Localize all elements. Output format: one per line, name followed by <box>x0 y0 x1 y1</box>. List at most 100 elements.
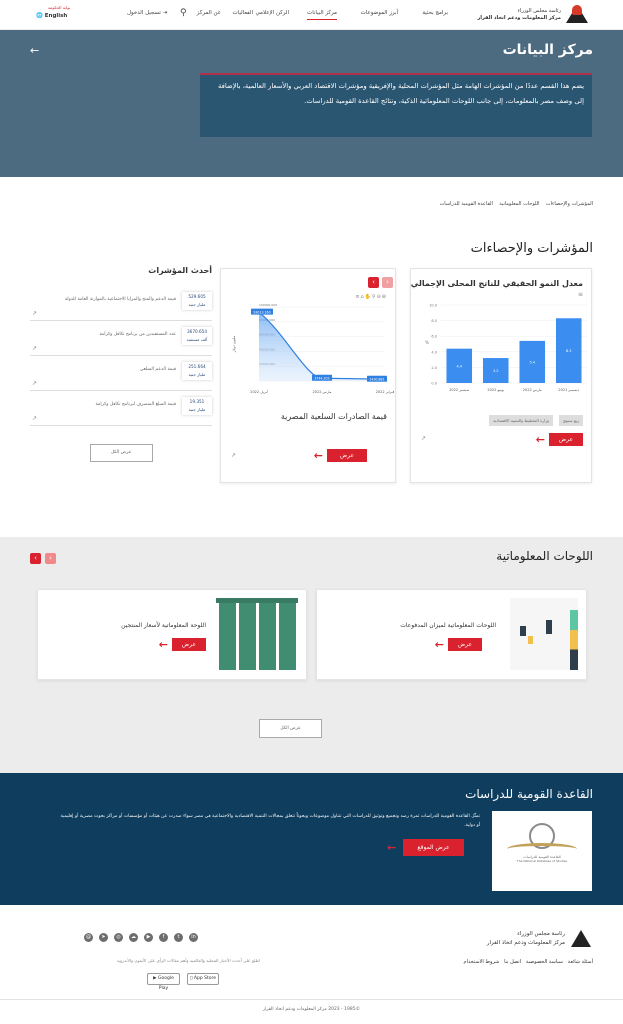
gdp-growth-card: معدل النمو الحقيقي للناتج المحلى الإجمال… <box>410 268 592 483</box>
view-all-button[interactable]: عرض الكل <box>89 444 153 462</box>
share-icon[interactable]: ↗ <box>421 435 427 442</box>
indicator-label: قيمة الدعم السلعي <box>139 367 176 372</box>
link-dashboards[interactable]: اللوحات المعلوماتية <box>499 201 540 207</box>
data-label: 2430.881 <box>369 377 384 381</box>
studies-logo: القاعدة القومية للدراسات The National Da… <box>492 811 592 891</box>
footer-logo-line2: مركز المعلومات ودعم اتخاذ القرار <box>486 940 565 946</box>
data-label: 3744.202 <box>314 376 329 380</box>
latest-indicators: أحدث المؤشرات 529.605 مليار جنيه قيمة الد… <box>30 266 212 462</box>
latest-title: أحدث المؤشرات <box>148 266 212 275</box>
dashboard-card[interactable]: اللوحة المعلوماتية لأسعار المنتجين عرض ← <box>37 589 307 680</box>
exports-card: › ‹ ≡⌂✋⚲⊖⊕ 20000.00040000.00060000.00080… <box>220 268 396 483</box>
language-switch[interactable]: 🌐 English <box>36 13 67 19</box>
indicator-row[interactable]: 3670.654 ألف مستفيد عدد المستفيدين من برن… <box>30 323 212 356</box>
share-icon[interactable]: ↗ <box>32 415 38 422</box>
indicator-value: 251.664 <box>188 364 206 369</box>
indicator-unit: ألف مستفيد <box>186 337 208 342</box>
bar-chart: 0.0 2.0 4.0 6.0 8.0 10.0% 8.3 ديسمبر 2021 5.4 مار… <box>425 304 587 392</box>
back-arrow-icon[interactable]: ← <box>30 44 40 57</box>
instagram-icon[interactable]: ◎ <box>114 933 123 942</box>
login-link[interactable]: تسجيل الدخول ⇥ <box>127 10 167 16</box>
tag-source[interactable]: وزارة التخطيط والتنمية الاقتصادية <box>489 415 553 426</box>
dashboard-card[interactable]: اللوحات المعلوماتية لميزان المدفوعات عرض… <box>316 589 587 680</box>
bar <box>482 358 509 383</box>
nav-events[interactable]: الفعاليات <box>232 10 253 16</box>
telegram-icon[interactable]: ➤ <box>99 933 108 942</box>
gov-portal-link[interactable]: بوابة الحكومة <box>48 5 71 10</box>
next-button[interactable]: › <box>45 553 56 564</box>
footer-faq[interactable]: أسئلة شائعة <box>567 959 593 965</box>
indicator-row[interactable]: 251.664 مليار جنيه قيمة الدعم السلعي ↗ <box>30 358 212 391</box>
nav-topics[interactable]: أبرز الموضوعات <box>360 10 398 16</box>
language-label: English <box>44 13 68 19</box>
tag-frequency[interactable]: ربع سنوي <box>558 415 583 426</box>
view-button[interactable]: عرض <box>549 433 583 446</box>
indicator-unit: مليار جنيه <box>188 407 206 412</box>
x-tick-label: يونيو 2022 <box>487 388 504 392</box>
bar-value-label: 3.2 <box>493 369 499 373</box>
indicator-row[interactable]: 529.605 مليار جنيه قيمة الدعم والمنح والم… <box>30 288 212 321</box>
logo-text-ar: القاعدة القومية للدراسات <box>523 855 561 859</box>
nav-about[interactable]: عن المركز <box>196 10 221 16</box>
search-icon[interactable]: ⚲ <box>180 8 187 18</box>
footer-contact[interactable]: اتصل بنا <box>504 959 522 965</box>
chart-menu-icon[interactable]: ≡ <box>577 291 583 298</box>
chart-title: معدل النمو الحقيقي للناتج المحلى الإجمال… <box>410 279 583 288</box>
indicator-row[interactable]: 19.351 مليار جنيه قيمة المبلغ المنصرف لبر… <box>30 393 212 426</box>
twitter-icon[interactable]: t <box>174 933 183 942</box>
view-all-button[interactable]: عرض الكل <box>259 719 322 738</box>
arrow-left-icon: ← <box>158 638 168 651</box>
page-title: مركز البيانات <box>502 42 593 58</box>
share-icon[interactable]: ↗ <box>32 345 38 352</box>
chart-toolbar-icons[interactable]: ≡⌂✋⚲⊖⊕ <box>355 294 387 300</box>
view-button[interactable]: عرض <box>448 638 482 651</box>
indicator-value-badge: 19.351 مليار جنيه <box>182 397 212 415</box>
footer-links: أسئلة شائعة سياسة الخصوصية اتصل بنا شروط… <box>463 959 593 965</box>
dashboard-thumbnail <box>510 598 578 670</box>
x-tick-label: فبراير 2022 <box>376 390 395 394</box>
play-icon: ▶ <box>153 976 157 981</box>
y-tick-label: 4.0 <box>431 350 437 354</box>
hero-description: يضم هذا القسم عددًا من المؤشرات الهامة م… <box>200 73 592 137</box>
data-label-box <box>251 308 273 315</box>
nav-research[interactable]: برامج بحثية <box>422 10 448 16</box>
logo-line2: مركز المعلومات ودعم اتخاذ القرار <box>477 15 561 21</box>
footer-terms[interactable]: شروط الاستخدام <box>463 959 500 965</box>
login-icon: ⇥ <box>162 10 168 16</box>
share-icon[interactable]: ↗ <box>32 310 38 317</box>
app-store-button[interactable]: ▯ App Store <box>187 973 219 985</box>
link-studies[interactable]: القاعدة القومية للدراسات <box>439 201 493 207</box>
footer-divider <box>0 999 623 1000</box>
bar-value-label: 8.3 <box>566 349 572 353</box>
soundcloud-icon[interactable]: ☁ <box>129 933 138 942</box>
share-icon[interactable]: ↗ <box>231 452 237 459</box>
chart-title: قيمة الصادرات السلعية المصرية <box>280 412 387 421</box>
nav-media[interactable]: الركن الإعلامي <box>255 10 289 16</box>
view-button[interactable]: عرض <box>327 449 367 462</box>
view-button[interactable]: عرض <box>172 638 206 651</box>
prev-button[interactable]: ‹ <box>368 277 379 288</box>
nav-data-center[interactable]: مركز البيانات <box>307 10 337 20</box>
app-store-label: App Store <box>193 976 217 981</box>
bar <box>519 340 546 383</box>
google-play-label: Google Play <box>158 976 174 991</box>
link-indicators[interactable]: المؤشرات والإحصاءات <box>545 201 593 207</box>
share-icon[interactable]: ↗ <box>32 380 38 387</box>
y-axis-label: مليون دولار <box>232 336 236 354</box>
indicator-unit: مليار جنيه <box>188 372 206 377</box>
youtube-icon[interactable]: ▶ <box>144 933 153 942</box>
y-tick-label: 10.0 <box>429 304 437 308</box>
app-text: اطلع على أحدث الأخبار المحلية والعالمية … <box>116 958 260 963</box>
facebook-icon[interactable]: f <box>159 933 168 942</box>
indicator-value-badge: 3670.654 ألف مستفيد <box>182 327 212 345</box>
next-button[interactable]: › <box>382 277 393 288</box>
visit-site-button[interactable]: عرض الموقع <box>403 839 464 856</box>
google-play-button[interactable]: ▶ Google Play <box>147 973 180 991</box>
footer-privacy[interactable]: سياسة الخصوصية <box>525 959 563 965</box>
y-tick-label: 8.0 <box>431 319 437 323</box>
logo-text-en: The National Database of Studies <box>516 859 568 863</box>
email-icon[interactable]: @ <box>84 933 93 942</box>
linkedin-icon[interactable]: in <box>189 933 198 942</box>
indicator-value-badge: 251.664 مليار جنيه <box>182 362 212 380</box>
prev-button[interactable]: ‹ <box>30 553 41 564</box>
